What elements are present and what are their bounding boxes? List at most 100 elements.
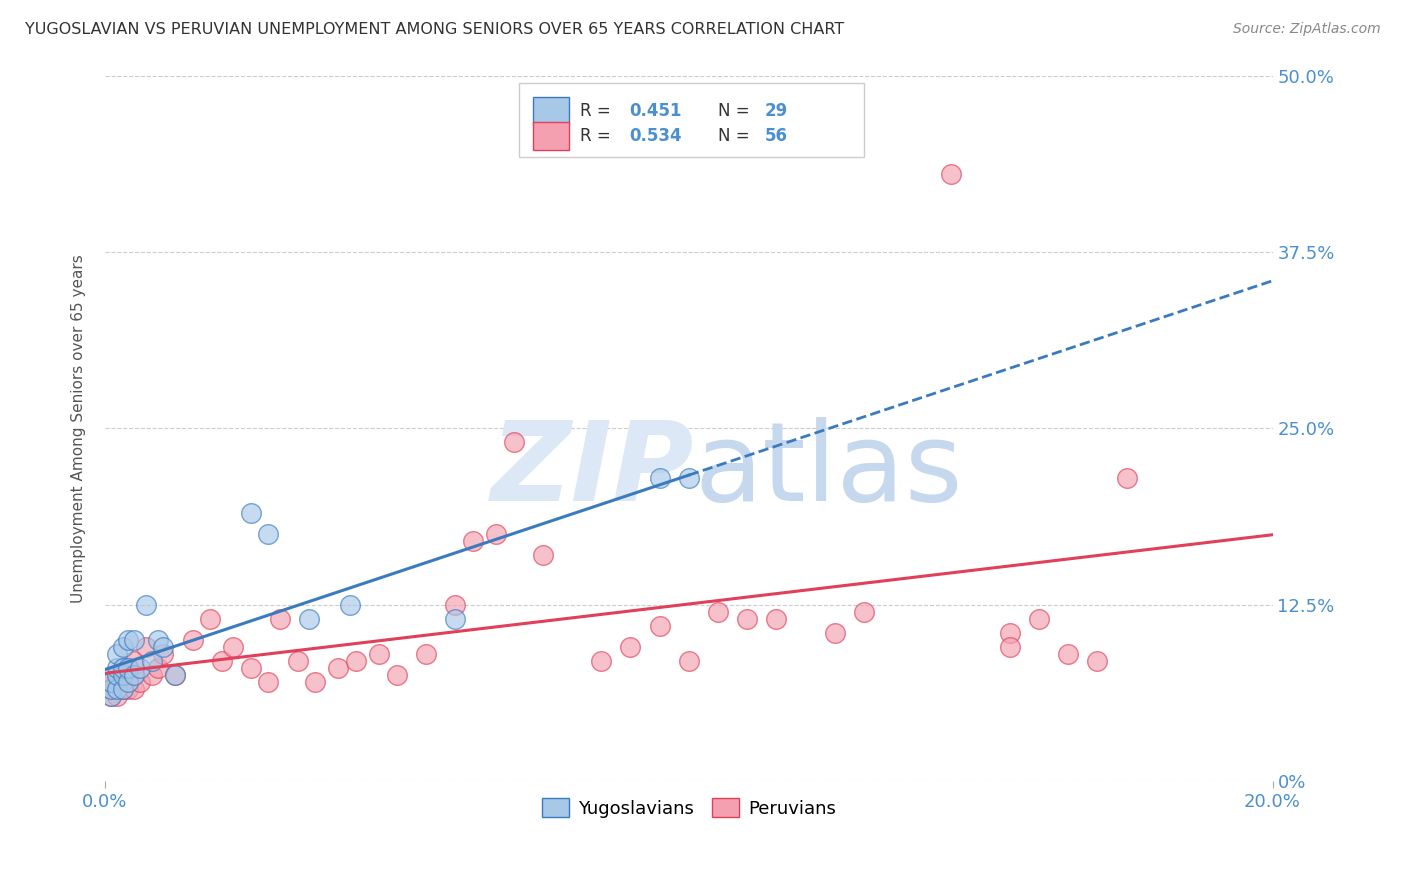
Point bbox=[461, 534, 484, 549]
Text: N =: N = bbox=[718, 102, 755, 120]
Point bbox=[385, 668, 408, 682]
Point bbox=[222, 640, 245, 654]
Point bbox=[100, 690, 122, 704]
Point bbox=[998, 640, 1021, 654]
Point bbox=[105, 675, 128, 690]
Point bbox=[198, 612, 221, 626]
Point bbox=[735, 612, 758, 626]
FancyBboxPatch shape bbox=[533, 96, 568, 125]
Point bbox=[129, 675, 152, 690]
Point bbox=[852, 605, 875, 619]
Point bbox=[117, 661, 139, 675]
Point bbox=[591, 654, 613, 668]
Point bbox=[765, 612, 787, 626]
Point bbox=[111, 661, 134, 675]
Point bbox=[105, 668, 128, 682]
Point bbox=[135, 640, 157, 654]
Point bbox=[122, 632, 145, 647]
Point bbox=[141, 654, 163, 668]
Point bbox=[152, 647, 174, 661]
Point bbox=[269, 612, 291, 626]
Point bbox=[304, 675, 326, 690]
Text: 0.534: 0.534 bbox=[630, 127, 682, 145]
Point bbox=[100, 675, 122, 690]
Point bbox=[117, 682, 139, 697]
Point bbox=[122, 654, 145, 668]
Point bbox=[146, 632, 169, 647]
Point bbox=[328, 661, 350, 675]
Point bbox=[678, 470, 700, 484]
Point bbox=[648, 470, 671, 484]
Point bbox=[117, 661, 139, 675]
Point bbox=[129, 661, 152, 675]
Text: Source: ZipAtlas.com: Source: ZipAtlas.com bbox=[1233, 22, 1381, 37]
Text: 29: 29 bbox=[765, 102, 787, 120]
Point bbox=[122, 668, 145, 682]
Point bbox=[135, 598, 157, 612]
Point bbox=[344, 654, 367, 668]
Point bbox=[111, 682, 134, 697]
Point bbox=[122, 682, 145, 697]
Point bbox=[339, 598, 361, 612]
Point bbox=[152, 640, 174, 654]
Point bbox=[1057, 647, 1080, 661]
Text: atlas: atlas bbox=[695, 417, 963, 524]
Point bbox=[619, 640, 641, 654]
Point bbox=[100, 675, 122, 690]
Point bbox=[111, 675, 134, 690]
Point bbox=[122, 668, 145, 682]
Point bbox=[257, 675, 280, 690]
Point bbox=[211, 654, 233, 668]
Point bbox=[146, 661, 169, 675]
Point bbox=[117, 632, 139, 647]
Point bbox=[298, 612, 321, 626]
Point bbox=[111, 682, 134, 697]
Point bbox=[678, 654, 700, 668]
Point bbox=[181, 632, 204, 647]
Point bbox=[287, 654, 309, 668]
Text: R =: R = bbox=[581, 127, 616, 145]
Text: YUGOSLAVIAN VS PERUVIAN UNEMPLOYMENT AMONG SENIORS OVER 65 YEARS CORRELATION CHA: YUGOSLAVIAN VS PERUVIAN UNEMPLOYMENT AMO… bbox=[25, 22, 845, 37]
Point bbox=[105, 647, 128, 661]
Point bbox=[111, 668, 134, 682]
Point bbox=[163, 668, 186, 682]
Point bbox=[111, 640, 134, 654]
Point bbox=[105, 682, 128, 697]
Point bbox=[105, 668, 128, 682]
Point bbox=[111, 661, 134, 675]
Point bbox=[1087, 654, 1109, 668]
Point bbox=[117, 675, 139, 690]
Point bbox=[707, 605, 730, 619]
Point bbox=[163, 668, 186, 682]
Point bbox=[485, 527, 508, 541]
Point bbox=[368, 647, 391, 661]
Text: 0.451: 0.451 bbox=[630, 102, 682, 120]
Point bbox=[531, 548, 554, 562]
Point bbox=[941, 167, 963, 181]
Point bbox=[1115, 470, 1137, 484]
Point bbox=[824, 625, 846, 640]
Point bbox=[998, 625, 1021, 640]
FancyBboxPatch shape bbox=[533, 122, 568, 150]
Y-axis label: Unemployment Among Seniors over 65 years: Unemployment Among Seniors over 65 years bbox=[72, 254, 86, 603]
Text: 56: 56 bbox=[765, 127, 787, 145]
Point bbox=[1028, 612, 1050, 626]
Point bbox=[648, 619, 671, 633]
Point bbox=[100, 690, 122, 704]
Text: N =: N = bbox=[718, 127, 755, 145]
Point bbox=[502, 435, 524, 450]
Point bbox=[100, 682, 122, 697]
Point bbox=[105, 690, 128, 704]
Point bbox=[239, 661, 262, 675]
FancyBboxPatch shape bbox=[519, 83, 863, 157]
Point bbox=[100, 682, 122, 697]
Text: R =: R = bbox=[581, 102, 616, 120]
Point bbox=[239, 506, 262, 520]
Point bbox=[444, 612, 467, 626]
Point bbox=[105, 661, 128, 675]
Point bbox=[444, 598, 467, 612]
Point bbox=[117, 668, 139, 682]
Point bbox=[257, 527, 280, 541]
Point bbox=[415, 647, 437, 661]
Text: ZIP: ZIP bbox=[491, 417, 695, 524]
